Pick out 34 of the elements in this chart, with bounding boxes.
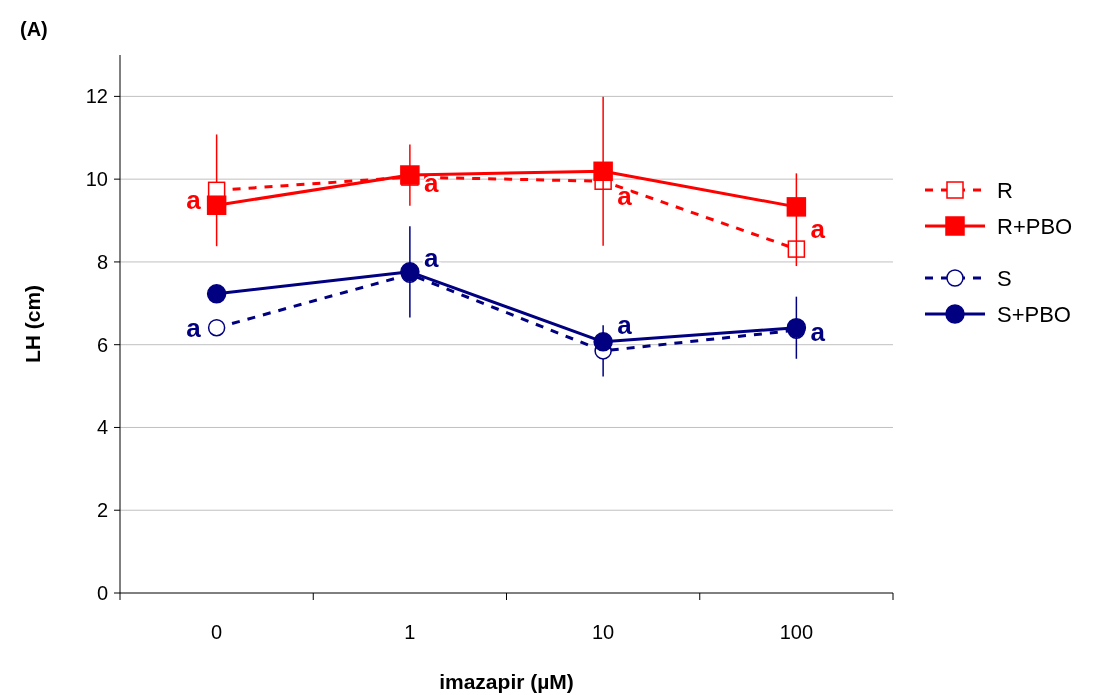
point — [207, 318, 226, 337]
y-tick-label: 6 — [96, 333, 108, 356]
x-tick-label: 10 — [592, 621, 615, 643]
annotation: a — [186, 312, 202, 343]
x-tick-label: 1 — [404, 621, 416, 643]
y-tick-label: 10 — [85, 168, 108, 191]
annotation: a — [617, 180, 633, 211]
legend-label: R+PBO — [997, 213, 1073, 239]
y-tick-label: 8 — [96, 250, 108, 273]
annotation: a — [423, 168, 439, 199]
x-tick-label: 100 — [779, 621, 814, 643]
point — [786, 197, 807, 217]
annotation: a — [617, 310, 633, 341]
point — [593, 161, 613, 182]
x-tick-label: 0 — [211, 621, 223, 643]
legend-label: S+PBO — [997, 301, 1071, 327]
chart-title: (A) — [20, 18, 48, 40]
point — [787, 240, 806, 258]
point — [206, 284, 227, 304]
annotation: a — [810, 317, 826, 348]
y-tick-label: 4 — [96, 416, 108, 439]
annotation: a — [186, 184, 202, 215]
point — [593, 332, 613, 352]
annotation: a — [423, 242, 439, 273]
legend-label: R — [997, 177, 1013, 203]
x-axis-title: imazapir (µM) — [439, 670, 574, 693]
y-axis-title: LH (cm) — [21, 284, 44, 364]
point — [206, 195, 227, 215]
y-tick-label: 12 — [85, 85, 108, 108]
y-tick-label: 2 — [96, 499, 108, 522]
y-tick-label: 0 — [96, 582, 108, 604]
legend-label: S — [997, 265, 1012, 291]
point — [786, 317, 807, 338]
annotation: a — [810, 213, 826, 244]
